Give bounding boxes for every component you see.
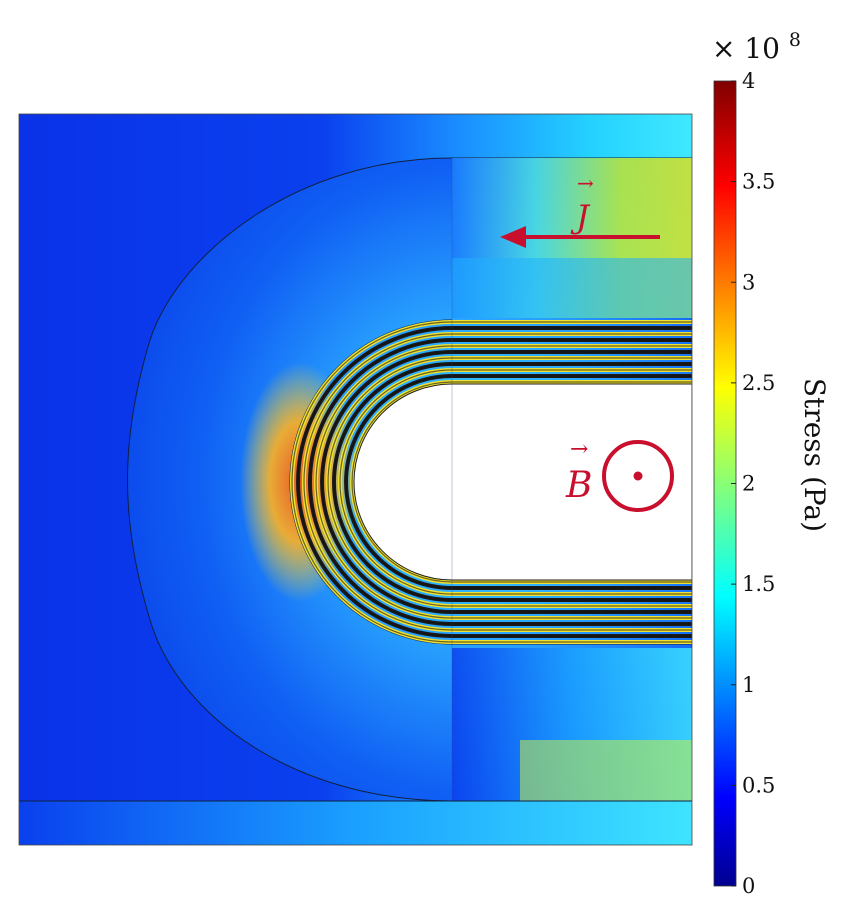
bottom-strip	[19, 801, 692, 845]
winding-separator	[327, 357, 692, 607]
current-vector-arrow: →	[577, 171, 594, 195]
winding-separator	[309, 339, 692, 625]
colorbar-multiplier: × 10 8	[712, 29, 801, 65]
colorbar-tick-label: 0	[742, 874, 755, 898]
field-annotation: B →	[565, 437, 674, 512]
current-arrow-head	[500, 226, 526, 248]
colorbar-tick-label: 2.5	[742, 371, 775, 395]
out-of-page-icon	[602, 440, 674, 512]
colorbar-ticks: 0 0.5 1 1.5 2 2.5 3 3.5 4	[731, 69, 775, 898]
field-symbol: B	[565, 465, 592, 506]
colorbar-tick-label: 4	[742, 69, 755, 93]
winding-separator	[315, 345, 692, 619]
winding-separator	[303, 333, 692, 631]
winding-stack	[289, 319, 692, 645]
winding-separator	[321, 351, 692, 613]
winding-separator	[333, 363, 692, 601]
field-vector-arrow: →	[570, 437, 588, 462]
colorbar-label: Stress (Pa)	[798, 378, 831, 532]
winding-separator	[345, 375, 692, 589]
colorbar-tick-label: 3	[742, 270, 755, 294]
winding-separator	[351, 381, 692, 583]
current-symbol: J	[570, 198, 591, 236]
colorbar-tick-label: 1.5	[742, 572, 775, 596]
winding-separator	[339, 369, 692, 595]
colorbar-tick-label: 2	[742, 472, 755, 496]
colorbar-tick-label: 3.5	[742, 170, 775, 194]
colorbar-tick-label: 1	[742, 673, 755, 697]
winding-separator	[297, 327, 692, 637]
current-annotation: J →	[500, 171, 660, 248]
winding-separator	[291, 321, 692, 643]
colorbar: 0 0.5 1 1.5 2 2.5 3 3.5 4 × 10 8 Stress (Pa)	[712, 29, 831, 898]
colorbar-tick-label: 0.5	[742, 773, 775, 797]
inner-bore	[353, 383, 692, 581]
